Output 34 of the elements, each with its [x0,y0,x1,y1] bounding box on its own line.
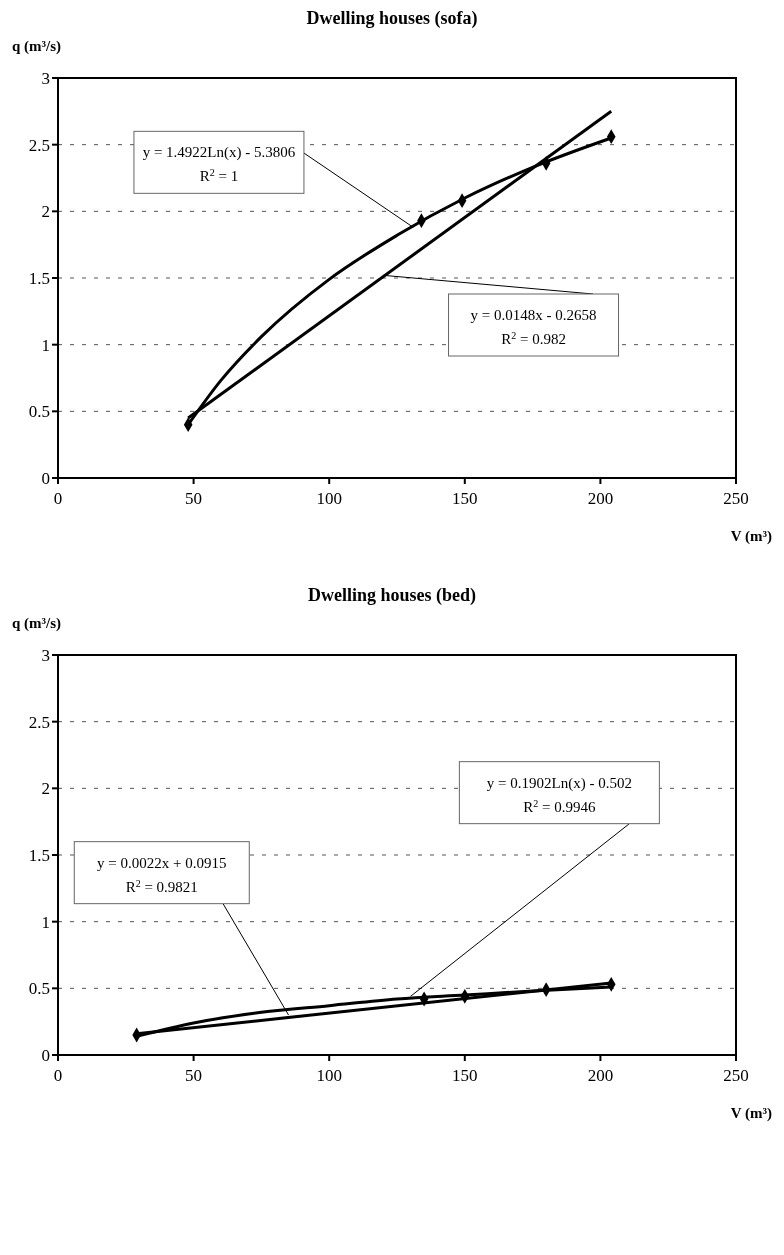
x-tick-label: 150 [452,1066,478,1086]
annotation: y = 1.4922Ln(x) - 5.3806 R$^{2}$ = 1 [142,144,296,185]
y-tick-label: 2 [41,202,50,222]
y-tick-label: 0 [41,469,50,489]
annotation: y = 0.0022x + 0.0915 R$^{2}$ = 0.9821 [97,854,227,895]
annotation: y = 0.0148x - 0.2658 R$^{2}$ = 0.982 [470,307,597,347]
y-tick-label: 3 [41,646,50,666]
y-tick-label: 0 [41,1046,50,1066]
x-tick-label: 100 [316,489,342,509]
x-tick-label: 250 [723,489,749,509]
y-tick-label: 0.5 [28,979,50,999]
y-tick-label: 2 [41,779,50,799]
x-axis-title: V (m³) [729,1105,772,1122]
chart-title: Dwelling houses (sofa) [305,8,479,30]
x-tick-label: 200 [587,489,614,509]
x-axis-title: V (m³) [729,528,772,545]
y-tick-label: 2.5 [28,712,50,732]
y-tick-label: 1.5 [28,846,50,866]
y-axis-title: q (m³/s) [12,615,63,633]
x-tick-label: 150 [452,489,478,509]
x-tick-label: 100 [316,1066,342,1086]
y-tick-label: 1.5 [28,269,50,289]
y-tick-label: 1 [41,335,50,355]
x-tick-label: 200 [587,1066,614,1086]
chart-title: Dwelling houses (bed) [307,585,477,607]
y-axis-title: q (m³/s) [12,38,63,56]
x-tick-label: 50 [185,1066,203,1086]
annotation: y = 0.1902Ln(x) - 0.502 R$^{2}$ = 0.9946 [486,774,632,815]
y-tick-label: 2.5 [28,135,50,155]
y-tick-label: 1 [41,912,50,932]
y-tick-label: 0.5 [28,402,50,422]
y-tick-label: 3 [41,69,50,89]
x-tick-label: 250 [723,1066,749,1086]
x-tick-label: 50 [185,489,203,509]
